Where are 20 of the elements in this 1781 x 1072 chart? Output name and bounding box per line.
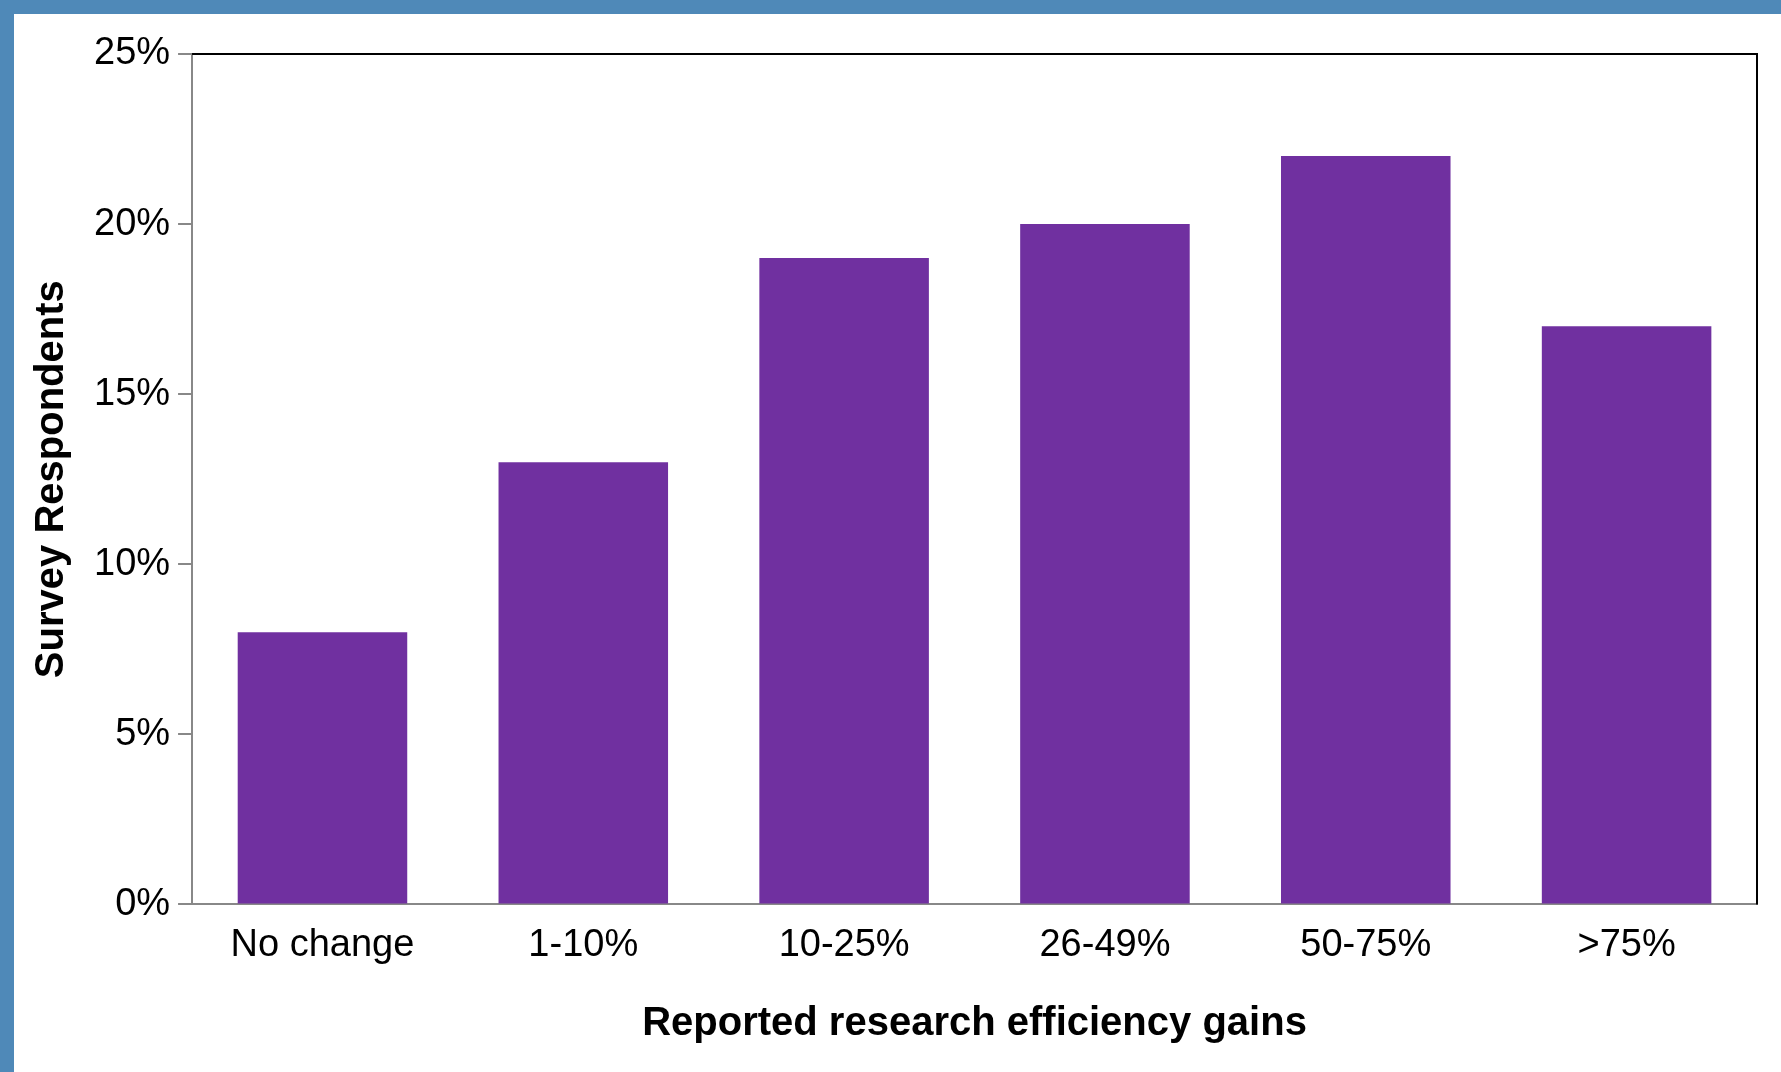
y-tick-label: 20% bbox=[93, 200, 171, 243]
y-tick-label: 0% bbox=[115, 880, 171, 923]
bar bbox=[1020, 224, 1190, 904]
bar bbox=[759, 258, 929, 904]
bar bbox=[1541, 326, 1712, 904]
x-tick-label: 26-49% bbox=[1039, 921, 1171, 964]
bar bbox=[237, 632, 408, 904]
x-tick-label: 50-75% bbox=[1300, 921, 1432, 964]
y-tick-label: 10% bbox=[93, 540, 171, 583]
y-axis-title: Survey Respondents bbox=[27, 280, 72, 679]
y-tick-label: 15% bbox=[93, 370, 171, 413]
bar bbox=[1281, 156, 1451, 904]
y-tick-label: 5% bbox=[115, 710, 171, 753]
y-tick-label: 25% bbox=[93, 30, 171, 73]
bar bbox=[498, 462, 669, 904]
x-tick-label: 1-10% bbox=[528, 921, 639, 964]
x-tick-label: >75% bbox=[1577, 921, 1676, 964]
x-axis-title: Reported research efficiency gains bbox=[642, 999, 1307, 1044]
x-tick-label: No change bbox=[230, 921, 415, 964]
x-tick-label: 10-25% bbox=[778, 921, 910, 964]
